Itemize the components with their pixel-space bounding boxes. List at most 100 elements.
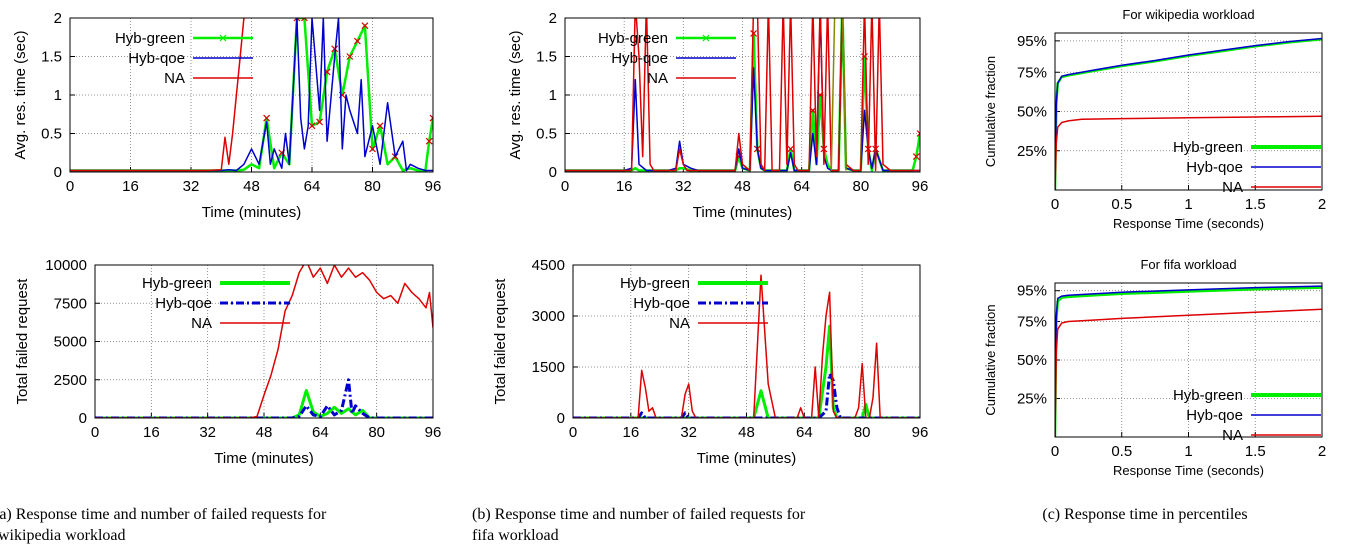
y-axis-label: Total failed request [492,278,509,405]
legend-label: Hyb-green [115,30,185,47]
x-tick-label: 64 [304,178,321,195]
point-marker [293,18,301,22]
plot-frame [1054,282,1323,438]
plot-frame [69,17,434,173]
series-line-hyb-green [95,389,433,418]
legend-label: Hyb-qoe [633,295,690,312]
x-tick-label: 48 [256,424,273,441]
series-line-hyb-green [573,324,920,418]
chart-wiki-cdf: 0 0.5 1 1.5 2 25% 50% 75% 95% Hyb-green Hyb-qoe NA R… [983,7,1326,231]
y-tick-label: 1 [549,87,557,104]
series-line-na [565,18,920,172]
x-tick-label: 96 [425,424,442,441]
y-axis-label: Avg. res. time (sec) [507,31,524,160]
legend-label: NA [1222,427,1243,444]
x-tick-label: 48 [734,178,751,195]
x-tick-label: 1 [1184,443,1192,460]
series-line-na [1055,308,1322,437]
point-marker [316,118,323,126]
caption-a-line1: (a) Response time and number of failed r… [0,506,327,523]
x-tick-label: 80 [364,178,381,195]
series-line-na [573,274,920,418]
x-tick-label: 0 [1051,443,1059,460]
x-tick-label: 16 [122,178,139,195]
caption-b-line2: fifa workload [472,527,559,544]
chart-fifa-resp: 0 16 32 48 64 80 96 0 0.5 1 1.5 2 Hyb-green Hyb-qoe NA… [507,10,928,221]
y-tick-label: 25% [1017,143,1047,160]
legend-label: Hyb-qoe [1186,407,1243,424]
chart-fifa-cdf: 0 0.5 1 1.5 2 25% 50% 75% 95% Hyb-green Hyb-qoe NA R… [983,257,1326,478]
y-tick-label: 25% [1017,391,1047,408]
series-line-hyb-qoe [565,18,920,172]
point-marker [361,22,369,30]
point-marker [301,18,308,22]
x-tick-label: 16 [616,178,633,195]
y-tick-label: 1500 [532,359,565,376]
legend-label: NA [191,315,212,332]
x-tick-label: 1.5 [1245,196,1266,213]
y-tick-label: 75% [1017,64,1047,81]
x-tick-label: 48 [243,178,260,195]
legend-label: Hyb-green [142,275,212,292]
x-axis-label: Response Time (seconds) [1113,216,1264,231]
y-tick-label: 50% [1017,352,1047,369]
point-marker [916,130,920,137]
y-tick-label: 0 [54,164,62,181]
x-tick-label: 0 [569,424,577,441]
y-tick-label: 4500 [532,257,565,274]
caption-a-line2: wikipedia workload [0,527,126,544]
y-tick-label: 95% [1017,33,1047,50]
series-line-na [95,265,433,418]
point-marker [353,37,361,45]
x-axis-label: Time (minutes) [202,204,301,221]
plot-frame [564,17,921,173]
legend-marker [219,34,227,42]
legend-label: Hyb-green [1173,139,1243,156]
y-tick-label: 0 [79,410,87,427]
y-tick-label: 1 [54,87,62,104]
y-tick-label: 0 [557,410,565,427]
y-tick-label: 50% [1017,104,1047,121]
y-tick-label: 1.5 [41,49,62,66]
legend-label: NA [669,315,690,332]
legend-label: Hyb-green [598,30,668,47]
x-tick-label: 80 [854,424,871,441]
x-tick-label: 64 [796,424,813,441]
y-tick-label: 75% [1017,314,1047,331]
point-marker [912,153,920,161]
y-axis-label: Cumulative fraction [983,56,998,167]
y-tick-label: 2500 [54,372,87,389]
plot-frame [572,264,921,419]
series-line-hyb-qoe [573,372,920,418]
x-axis-label: Response Time (seconds) [1113,463,1264,478]
legend-label: Hyb-green [1173,387,1243,404]
point-marker [308,122,316,130]
x-axis-label: Time (minutes) [214,450,313,467]
point-marker [376,122,384,130]
y-tick-label: 0.5 [41,126,62,143]
y-tick-label: 3000 [532,308,565,325]
point-marker [331,45,339,53]
legend-label: Hyb-qoe [611,50,668,67]
x-tick-label: 80 [368,424,385,441]
x-tick-label: 2 [1318,196,1326,213]
x-tick-label: 0.5 [1111,443,1132,460]
legend-label: Hyb-qoe [128,50,185,67]
caption-c: (c) Response time in percentiles [1042,506,1247,523]
x-tick-label: 1.5 [1245,443,1266,460]
chart-wiki-fail: 0 16 32 48 64 80 96 0 2500 5000 7500 10000 Hyb-green… [14,257,441,467]
point-marker [425,137,433,145]
x-tick-label: 96 [425,178,442,195]
series-line-overlap [830,18,847,171]
point-marker [787,145,794,153]
x-tick-label: 0 [91,424,99,441]
legend-label: NA [647,70,668,87]
legend-label: Hyb-qoe [155,295,212,312]
legend-label: NA [1222,179,1243,196]
point-marker [346,53,354,60]
x-tick-label: 32 [183,178,200,195]
x-axis-label: Time (minutes) [693,204,792,221]
y-tick-label: 0.5 [536,126,557,143]
x-tick-label: 16 [622,424,639,441]
